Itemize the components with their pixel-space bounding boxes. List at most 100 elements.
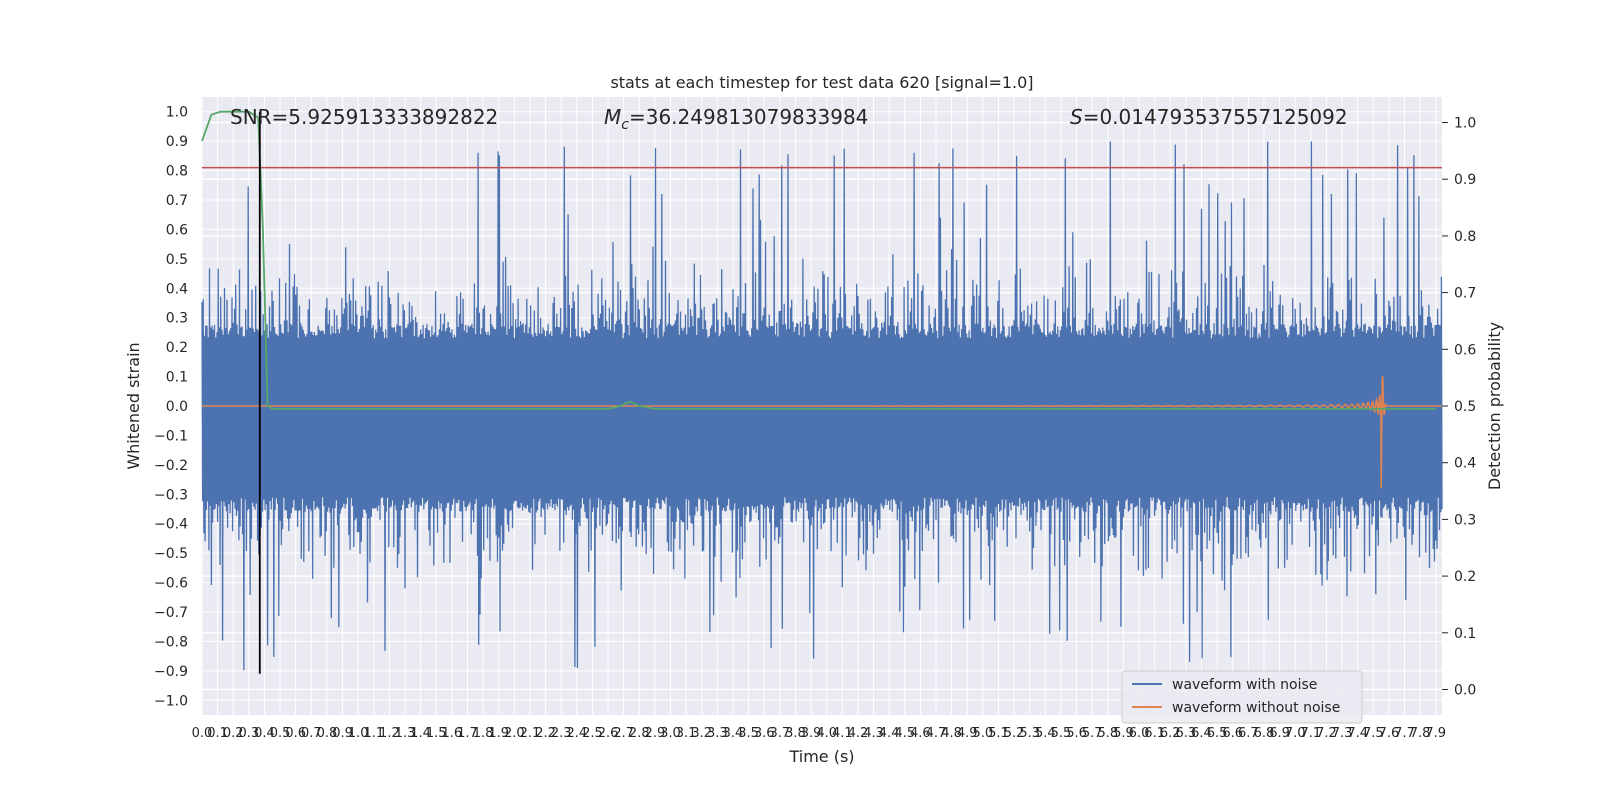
x-tick-label: 7.3: [1332, 726, 1353, 741]
x-tick-label: 7.9: [1425, 726, 1446, 741]
x-tick-label: 5.4: [1035, 726, 1056, 741]
x-tick-label: 2.4: [566, 726, 587, 741]
snr-annotation: SNR=5.925913333892822: [230, 105, 498, 129]
y-tick-label-right: 0.9: [1454, 172, 1476, 188]
x-tick-label: 1.1: [363, 726, 384, 741]
legend: waveform with noise waveform without noi…: [1121, 670, 1363, 724]
x-tick-label: 3.9: [801, 726, 822, 741]
y-tick-label-left: −0.7: [154, 605, 188, 621]
series-waveform-without-noise: [202, 375, 1442, 489]
y-tick-label-left: 0.9: [166, 134, 188, 150]
y-tick-label-left: 0.6: [166, 222, 188, 238]
x-tick-label: 3.3: [707, 726, 728, 741]
y-ticks-right: 0.0 0.1 0.2 0.3 0.4 0.5 0.6 0.7 0.8 0.9 1.0: [1442, 116, 1476, 698]
x-tick-label: 7.6: [1379, 726, 1400, 741]
y-tick-label-right: 0.5: [1454, 399, 1476, 415]
y-tick-label-left: 0.5: [166, 252, 188, 268]
x-tick-label: 7.7: [1394, 726, 1415, 741]
chirp-mass-symbol: M: [604, 105, 621, 129]
y-tick-label-left: −0.4: [154, 517, 188, 533]
x-tick-label: 4.6: [910, 726, 931, 741]
x-tick-label: 5.3: [1019, 726, 1040, 741]
series-waveform-with-noise: [201, 141, 1443, 671]
x-axis-label: Time (s): [788, 747, 854, 766]
x-tick-label: 5.0: [973, 726, 994, 741]
x-tick-label: 4.9: [957, 726, 978, 741]
y-tick-label-left: −0.3: [154, 487, 188, 503]
y-tick-label-left: −0.6: [154, 576, 188, 592]
x-tick-label: 6.6: [1222, 726, 1243, 741]
y-tick-label-right: 0.4: [1454, 456, 1476, 472]
y-tick-label-left: 0.4: [166, 281, 188, 297]
y-tick-label-left: −0.2: [154, 458, 188, 474]
y-tick-label-right: 0.8: [1454, 229, 1476, 245]
x-tick-label: 1.6: [442, 726, 463, 741]
x-tick-label: 0.4: [254, 726, 275, 741]
x-tick-label: 1.5: [426, 726, 447, 741]
y-tick-label-left: 1.0: [166, 105, 188, 121]
series-detection-probability: [201, 110, 1436, 410]
y-tick-label-left: −1.0: [154, 693, 188, 709]
x-tick-label: 0.2: [223, 726, 244, 741]
x-tick-label: 7.1: [1300, 726, 1321, 741]
chirp-mass-value: =36.249813079833984: [629, 105, 868, 129]
y-tick-label-left: −0.5: [154, 546, 188, 562]
x-tick-label: 2.5: [582, 726, 603, 741]
s-annotation: S=0.014793537557125092: [1070, 105, 1348, 129]
x-tick-label: 3.0: [660, 726, 681, 741]
x-tick-label: 2.3: [551, 726, 572, 741]
x-tick-label: 1.2: [379, 726, 400, 741]
y-tick-label-left: −0.1: [154, 428, 188, 444]
x-tick-label: 6.8: [1254, 726, 1275, 741]
y-tick-label-left: 0.7: [166, 193, 188, 209]
y-tick-label-left: 0.8: [166, 164, 188, 180]
x-tick-label: 3.5: [738, 726, 759, 741]
x-tick-label: 4.3: [863, 726, 884, 741]
x-tick-label: 4.8: [941, 726, 962, 741]
x-tick-label: 0.7: [301, 726, 322, 741]
x-tick-label: 6.4: [1191, 726, 1212, 741]
x-tick-label: 3.8: [785, 726, 806, 741]
chart-title: stats at each timestep for test data 620…: [610, 73, 1033, 92]
x-tick-label: 0.6: [285, 726, 306, 741]
x-tick-label: 2.8: [629, 726, 650, 741]
x-tick-label: 5.7: [1082, 726, 1103, 741]
x-tick-label: 4.7: [926, 726, 947, 741]
x-tick-label: 2.2: [535, 726, 556, 741]
x-tick-label: 3.2: [691, 726, 712, 741]
y-tick-label-left: 0.0: [166, 399, 188, 415]
x-tick-label: 2.1: [520, 726, 541, 741]
waveform-with-noise-line: [201, 141, 1443, 671]
y-tick-label-right: 0.7: [1454, 286, 1476, 302]
y-tick-label-left: 0.2: [166, 340, 188, 356]
x-tick-label: 5.2: [1004, 726, 1025, 741]
y-axis-label-left: Whitened strain: [124, 342, 143, 469]
x-tick-label: 0.3: [239, 726, 260, 741]
x-ticks: 0.00.10.20.30.40.50.60.70.80.91.01.11.21…: [192, 726, 1446, 741]
x-tick-label: 1.8: [473, 726, 494, 741]
y-axis-label-right: Detection probability: [1485, 322, 1504, 490]
x-tick-label: 6.3: [1176, 726, 1197, 741]
y-tick-label-right: 0.2: [1454, 569, 1476, 585]
x-tick-label: 7.5: [1363, 726, 1384, 741]
chirp-mass-subscript: c: [621, 117, 629, 133]
chirp-mass-annotation: Mc=36.249813079833984: [604, 105, 868, 133]
y-tick-label-right: 0.1: [1454, 626, 1476, 642]
x-tick-label: 5.6: [1066, 726, 1087, 741]
s-symbol: S: [1070, 105, 1083, 129]
x-tick-label: 3.1: [676, 726, 697, 741]
waveform-without-noise-line: [202, 375, 1442, 489]
y-tick-label-right: 0.3: [1454, 512, 1476, 528]
x-tick-label: 6.0: [1129, 726, 1150, 741]
x-tick-label: 6.7: [1238, 726, 1259, 741]
x-tick-label: 0.0: [192, 726, 213, 741]
legend-label-without-noise: waveform without noise: [1172, 700, 1340, 716]
x-tick-label: 5.8: [1097, 726, 1118, 741]
y-tick-label-right: 1.0: [1454, 116, 1476, 132]
x-tick-label: 4.1: [832, 726, 853, 741]
x-tick-label: 1.3: [395, 726, 416, 741]
x-tick-label: 2.0: [504, 726, 525, 741]
x-tick-label: 1.0: [348, 726, 369, 741]
x-tick-label: 5.9: [1113, 726, 1134, 741]
